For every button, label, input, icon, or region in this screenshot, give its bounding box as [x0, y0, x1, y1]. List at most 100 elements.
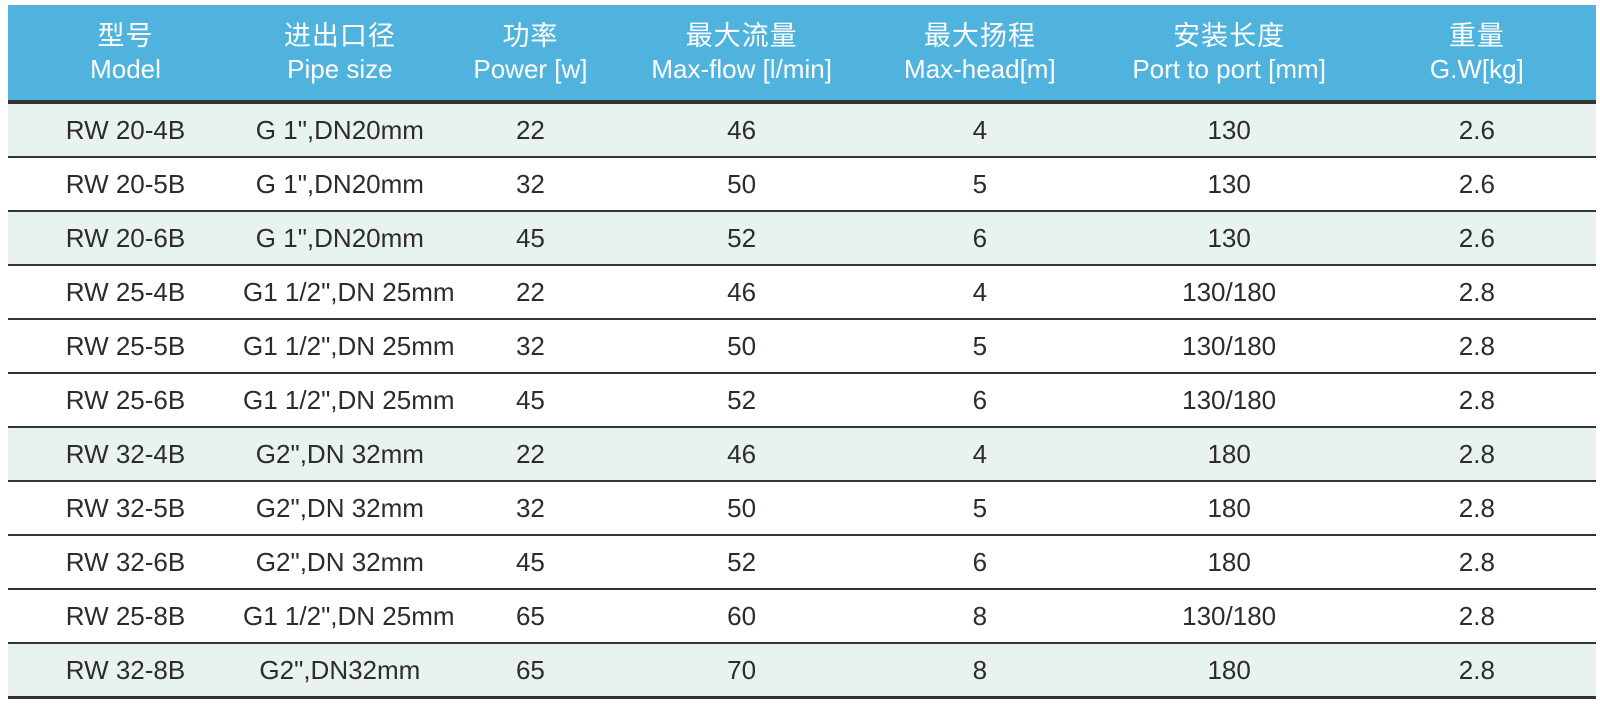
cell-head: 5	[859, 319, 1101, 374]
header-pipe-size-en: Pipe size	[287, 54, 393, 85]
cell-model: RW 20-4B	[8, 102, 244, 158]
cell-power: 32	[436, 157, 625, 212]
cell-head: 5	[859, 481, 1101, 536]
cell-head: 4	[859, 102, 1101, 158]
header-max-head: 最大扬程 Max-head[m]	[859, 5, 1101, 104]
cell-weight: 2.8	[1357, 265, 1596, 320]
header-weight: 重量 G.W[kg]	[1357, 5, 1596, 104]
cell-model: RW 25-4B	[8, 265, 244, 320]
cell-flow: 70	[624, 643, 860, 699]
cell-port: 130/180	[1100, 373, 1358, 428]
cell-port: 180	[1100, 643, 1358, 699]
cell-pipe: G1 1/2",DN 25mm	[243, 589, 455, 644]
cell-port: 130/180	[1100, 589, 1358, 644]
cell-flow: 52	[624, 211, 860, 266]
table-row: RW 20-5B G 1",DN20mm 32 50 5 130 2.6	[8, 157, 1596, 212]
header-row: 型号 Model 进出口径 Pipe size 功率 Power [w] 最大流…	[8, 5, 1596, 104]
cell-model: RW 32-6B	[8, 535, 244, 590]
cell-head: 6	[859, 535, 1101, 590]
cell-flow: 50	[624, 157, 860, 212]
spec-table: 型号 Model 进出口径 Pipe size 功率 Power [w] 最大流…	[8, 5, 1596, 699]
header-max-flow-en: Max-flow [l/min]	[651, 54, 832, 85]
cell-pipe: G2",DN32mm	[243, 643, 437, 699]
header-power: 功率 Power [w]	[436, 5, 625, 104]
cell-weight: 2.8	[1357, 427, 1596, 482]
cell-power: 22	[436, 265, 625, 320]
cell-port: 130	[1100, 102, 1358, 158]
header-max-flow: 最大流量 Max-flow [l/min]	[624, 5, 860, 104]
cell-power: 32	[436, 481, 625, 536]
cell-power: 45	[436, 373, 625, 428]
cell-pipe: G1 1/2",DN 25mm	[243, 319, 455, 374]
cell-flow: 52	[624, 535, 860, 590]
table-header: 型号 Model 进出口径 Pipe size 功率 Power [w] 最大流…	[8, 5, 1596, 104]
cell-head: 8	[859, 643, 1101, 699]
header-port-to-port-en: Port to port [mm]	[1132, 54, 1326, 85]
cell-model: RW 32-4B	[8, 427, 244, 482]
cell-model: RW 25-8B	[8, 589, 244, 644]
table-row: RW 25-8B G1 1/2",DN 25mm 65 60 8 130/180 2.8	[8, 589, 1596, 644]
header-model-zh: 型号	[97, 20, 154, 51]
cell-weight: 2.8	[1357, 535, 1596, 590]
cell-port: 130/180	[1100, 265, 1358, 320]
cell-model: RW 25-5B	[8, 319, 244, 374]
cell-head: 5	[859, 157, 1101, 212]
cell-weight: 2.6	[1357, 211, 1596, 266]
cell-pipe: G 1",DN20mm	[243, 157, 437, 212]
cell-flow: 50	[624, 319, 860, 374]
header-weight-zh: 重量	[1448, 20, 1505, 51]
header-port-to-port: 安装长度 Port to port [mm]	[1100, 5, 1358, 104]
cell-head: 8	[859, 589, 1101, 644]
cell-model: RW 32-5B	[8, 481, 244, 536]
header-power-zh: 功率	[502, 20, 559, 51]
table-row: RW 32-5B G2",DN 32mm 32 50 5 180 2.8	[8, 481, 1596, 536]
cell-flow: 46	[624, 427, 860, 482]
cell-weight: 2.6	[1357, 157, 1596, 212]
cell-pipe: G2",DN 32mm	[243, 481, 437, 536]
table-row: RW 20-6B G 1",DN20mm 45 52 6 130 2.6	[8, 211, 1596, 266]
table-row: RW 32-4B G2",DN 32mm 22 46 4 180 2.8	[8, 427, 1596, 482]
cell-weight: 2.8	[1357, 589, 1596, 644]
header-model: 型号 Model	[8, 5, 244, 104]
header-weight-en: G.W[kg]	[1429, 54, 1524, 85]
cell-flow: 52	[624, 373, 860, 428]
cell-flow: 46	[624, 265, 860, 320]
header-max-head-zh: 最大扬程	[923, 20, 1036, 51]
cell-model: RW 32-8B	[8, 643, 244, 699]
header-max-head-en: Max-head[m]	[903, 54, 1056, 85]
cell-port: 130/180	[1100, 319, 1358, 374]
cell-flow: 46	[624, 102, 860, 158]
header-power-en: Power [w]	[473, 54, 588, 85]
cell-head: 4	[859, 265, 1101, 320]
cell-head: 6	[859, 211, 1101, 266]
cell-model: RW 25-6B	[8, 373, 244, 428]
header-max-flow-zh: 最大流量	[685, 20, 798, 51]
header-pipe-size: 进出口径 Pipe size	[243, 5, 437, 104]
table-row: RW 25-4B G1 1/2",DN 25mm 22 46 4 130/180 2.8	[8, 265, 1596, 320]
cell-power: 45	[436, 211, 625, 266]
cell-power: 65	[436, 643, 625, 699]
cell-flow: 60	[624, 589, 860, 644]
cell-port: 130	[1100, 211, 1358, 266]
cell-model: RW 20-5B	[8, 157, 244, 212]
cell-pipe: G2",DN 32mm	[243, 427, 437, 482]
table-body: RW 20-4B G 1",DN20mm 22 46 4 130 2.6 RW 20-5B G …	[8, 102, 1596, 699]
cell-weight: 2.8	[1357, 319, 1596, 374]
cell-pipe: G2",DN 32mm	[243, 535, 437, 590]
cell-port: 180	[1100, 535, 1358, 590]
cell-power: 22	[436, 427, 625, 482]
table-row: RW 25-5B G1 1/2",DN 25mm 32 50 5 130/180 2.8	[8, 319, 1596, 374]
cell-model: RW 20-6B	[8, 211, 244, 266]
cell-port: 180	[1100, 481, 1358, 536]
cell-pipe: G1 1/2",DN 25mm	[243, 265, 455, 320]
table-row: RW 20-4B G 1",DN20mm 22 46 4 130 2.6	[8, 102, 1596, 158]
cell-weight: 2.8	[1357, 643, 1596, 699]
table-row: RW 25-6B G1 1/2",DN 25mm 45 52 6 130/180 2.8	[8, 373, 1596, 428]
cell-pipe: G1 1/2",DN 25mm	[243, 373, 455, 428]
cell-flow: 50	[624, 481, 860, 536]
pump-spec-table: 型号 Model 进出口径 Pipe size 功率 Power [w] 最大流…	[8, 5, 1596, 699]
cell-port: 180	[1100, 427, 1358, 482]
cell-power: 32	[436, 319, 625, 374]
cell-weight: 2.8	[1357, 481, 1596, 536]
header-pipe-size-zh: 进出口径	[283, 20, 396, 51]
